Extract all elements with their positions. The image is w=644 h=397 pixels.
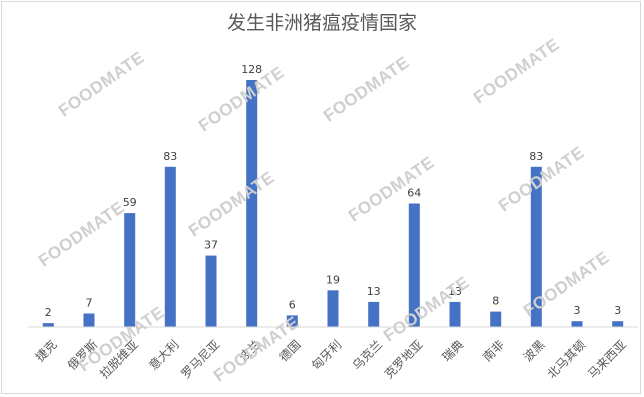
category-label-11: 南非 [479,337,507,365]
value-label-9: 64 [407,187,421,200]
bar-2 [124,213,136,327]
category-label-8: 乌克兰 [349,337,385,373]
bar-14 [612,321,624,327]
bar-11 [490,311,502,327]
bars-layer [42,80,624,327]
bar-3 [164,166,176,327]
category-label-13: 北马其顿 [544,337,588,381]
category-label-7: 匈牙利 [309,337,344,372]
bar-10 [449,301,461,327]
bar-5 [246,80,258,327]
category-label-0: 捷克 [33,337,60,364]
value-label-8: 13 [367,285,381,298]
chart-title: 发生非洲猪瘟疫情国家 [226,12,417,34]
category-label-2: 拉脱维亚 [96,337,141,382]
value-label-6: 6 [289,298,296,311]
value-label-0: 2 [45,306,52,319]
value-labels-layer: 2 7 59 83 37 128 6 19 13 64 13 8 83 3 3 [45,63,621,319]
bar-8 [368,301,380,327]
value-label-1: 7 [86,297,93,310]
value-label-4: 37 [204,239,218,252]
category-label-3: 意大利 [146,337,182,373]
value-label-10: 13 [448,285,462,298]
category-label-10: 瑞典 [439,337,466,364]
category-label-5: 波兰 [236,337,263,364]
bar-7 [327,290,339,327]
category-label-9: 克罗地亚 [382,337,426,381]
bar-12 [530,166,542,327]
value-label-2: 59 [123,196,137,209]
value-label-14: 3 [614,304,621,317]
value-label-13: 3 [574,304,581,317]
category-label-12: 波黑 [521,337,548,364]
category-label-1: 俄罗斯 [65,337,100,372]
bar-0 [42,323,54,327]
value-label-11: 8 [492,295,499,308]
value-label-12: 83 [529,150,543,163]
bar-6 [286,315,298,327]
bar-13 [571,321,583,327]
category-label-6: 德国 [276,337,304,365]
category-label-14: 马来西亚 [585,337,629,381]
value-label-3: 83 [163,150,177,163]
bar-1 [83,313,95,327]
category-label-4: 罗马尼亚 [178,337,222,381]
bar-4 [205,255,217,327]
bar-9 [408,203,420,327]
value-label-5: 128 [241,63,262,76]
value-label-7: 19 [326,273,340,286]
